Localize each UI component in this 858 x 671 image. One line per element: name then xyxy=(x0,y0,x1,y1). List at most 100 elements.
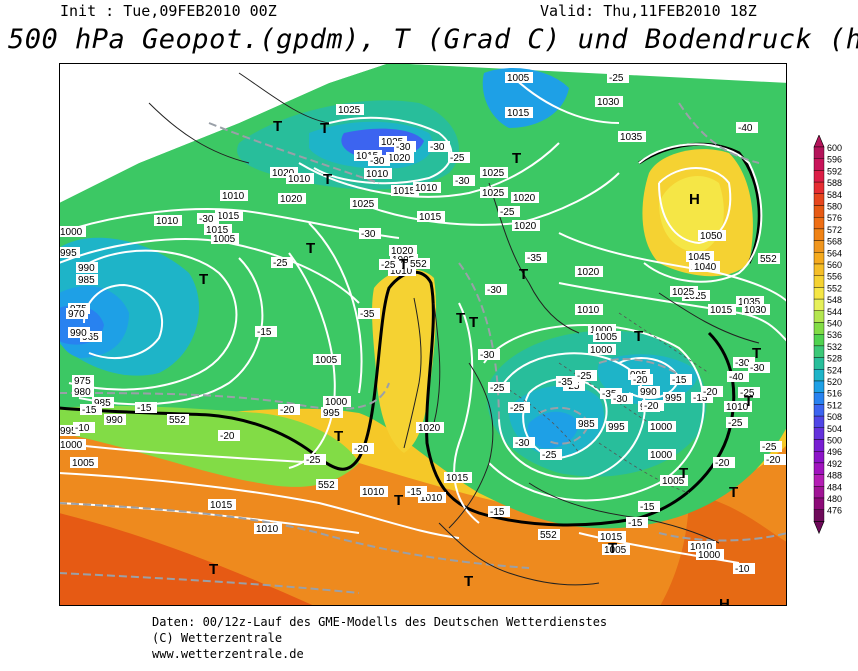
pressure-label-box xyxy=(66,308,88,319)
geopotential-label: 552 xyxy=(760,254,777,265)
pressure-label: 1005 xyxy=(662,476,685,487)
pressure-label: 1045 xyxy=(688,252,711,263)
pressure-label-box xyxy=(595,96,623,107)
pressure-label-box xyxy=(59,247,80,258)
temperature-label-box xyxy=(352,443,374,454)
pressure-center: T xyxy=(456,310,465,327)
pressure-label-box xyxy=(602,544,630,555)
legend-value: 560 xyxy=(827,260,842,270)
pressure-center: T xyxy=(608,540,617,557)
pressure-label-box xyxy=(220,190,248,201)
temperature-label: -30 xyxy=(487,285,502,296)
pressure-label: 1015 xyxy=(507,108,530,119)
temperature-label: -20 xyxy=(766,455,781,466)
legend-value: 552 xyxy=(827,283,842,293)
pressure-label-box xyxy=(388,265,416,276)
legend-swatch xyxy=(813,451,825,464)
temperature-label: -15 xyxy=(407,487,422,498)
pressure-label-box xyxy=(154,215,182,226)
legend-swatch xyxy=(813,462,825,475)
pressure-center: T xyxy=(323,171,332,188)
temperature-label: -30 xyxy=(480,350,495,361)
pressure-label-box xyxy=(588,324,616,335)
pressure-center: T xyxy=(519,266,528,283)
legend-swatch xyxy=(813,216,825,230)
legend-value: 492 xyxy=(827,459,842,469)
legend-value: 484 xyxy=(827,482,842,492)
pressure-center: H xyxy=(719,596,730,606)
temperature-label: -30 xyxy=(613,394,628,405)
pressure-label: 1030 xyxy=(744,305,767,316)
pressure-label-box xyxy=(444,472,472,483)
pressure-label-box xyxy=(417,211,445,222)
legend-bar xyxy=(813,135,825,535)
geopotential-label: 552 xyxy=(169,415,186,426)
geopotential-label: 552 xyxy=(540,530,557,541)
pressure-label: 990 xyxy=(78,263,95,274)
temperature-label-box xyxy=(642,400,664,411)
temperature-label: -20 xyxy=(220,431,235,442)
pressure-label: 1020 xyxy=(388,153,411,164)
pressure-label-box xyxy=(313,354,341,365)
pressure-label: 1010 xyxy=(256,524,279,535)
temperature-label-box xyxy=(764,454,786,465)
temperature-label-box xyxy=(135,402,157,413)
temperature-label: -20 xyxy=(354,444,369,455)
pressure-label-box xyxy=(360,486,388,497)
pressure-label: 1010 xyxy=(577,305,600,316)
temperature-label: -15 xyxy=(137,403,152,414)
temperature-label: -30 xyxy=(396,142,411,153)
temperature-label: -15 xyxy=(693,393,708,404)
temperature-label-box xyxy=(278,404,300,415)
isohypse-552 xyxy=(59,270,736,527)
pressure-label-box xyxy=(321,407,343,418)
legend-swatch xyxy=(813,357,825,370)
pressure-center: T xyxy=(634,328,643,345)
pressure-label: 1010 xyxy=(288,174,311,185)
temperature-label: -25 xyxy=(740,388,755,399)
geopotential-label: 552 xyxy=(318,480,335,491)
pressure-label: 1025 xyxy=(338,105,361,116)
pressure-label: 1000 xyxy=(698,550,721,561)
temperature-label-box xyxy=(359,228,381,239)
legend-value: 588 xyxy=(827,178,842,188)
temperature-label-box xyxy=(488,382,510,393)
temperature-label-box xyxy=(488,506,510,517)
temperature-label-box xyxy=(738,387,760,398)
pressure-label: 1015 xyxy=(393,186,416,197)
temperature-label-box xyxy=(218,430,240,441)
legend-swatch xyxy=(813,333,825,347)
hot-southwest xyxy=(59,513,315,606)
pressure-center: T xyxy=(199,271,208,288)
footer-data-source: Daten: 00/12z-Lauf des GME-Modells des D… xyxy=(152,615,608,629)
pressure-label-box xyxy=(76,262,98,273)
pressure-label-box xyxy=(588,344,616,355)
legend-swatch xyxy=(813,415,825,429)
pressure-label-box xyxy=(648,449,676,460)
pressure-label-box xyxy=(505,72,533,83)
temperature-label: -30 xyxy=(370,156,385,167)
legend-value: 532 xyxy=(827,342,842,352)
pressure-label: 1030 xyxy=(597,97,620,108)
legend-swatch xyxy=(813,322,825,335)
valid-time: Valid: Thu,11FEB2010 18Z xyxy=(540,2,757,20)
pressure-label-box xyxy=(92,397,114,408)
pressure-label: 965 xyxy=(82,332,99,343)
temperature-label-box xyxy=(394,141,416,152)
legend-value: 548 xyxy=(827,295,842,305)
pressure-label-box xyxy=(364,168,392,179)
pressure-label: 1025 xyxy=(381,137,404,148)
legend-top-arrow xyxy=(813,135,825,148)
temperature-label-box xyxy=(80,404,102,415)
pressure-label: 1005 xyxy=(392,255,415,266)
legend-swatch xyxy=(813,252,825,265)
pressure-label: 1000 xyxy=(60,227,83,238)
pressure-label-box xyxy=(708,304,736,315)
pressure-label: 1005 xyxy=(315,355,338,366)
temperature-label: -25 xyxy=(542,450,557,461)
temperature-label: -35 xyxy=(558,377,573,388)
pressure-label-box xyxy=(104,414,126,425)
pressure-label: 1035 xyxy=(620,132,643,143)
